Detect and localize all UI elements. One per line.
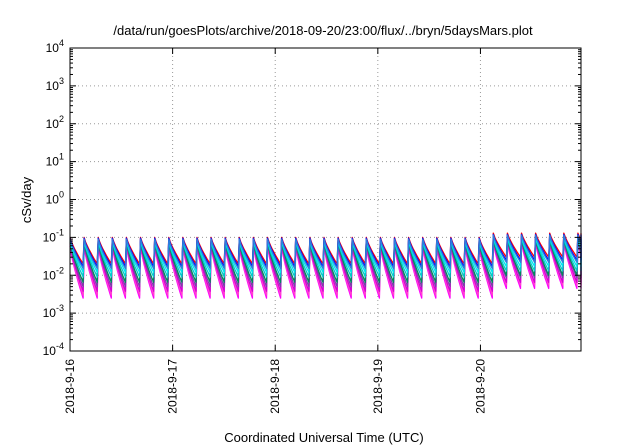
series-line-5	[69, 237, 582, 278]
y-tick-label: 104	[46, 38, 64, 55]
y-tick-label: 100	[46, 190, 64, 207]
series-group	[69, 232, 582, 299]
x-axis-label: Coordinated Universal Time (UTC)	[224, 430, 423, 445]
grid	[70, 48, 581, 351]
y-tick-label: 10-3	[43, 303, 64, 320]
y-tick-label: 10-4	[43, 341, 64, 358]
x-tick-label: 2018-9-18	[268, 359, 282, 414]
y-tick-label: 101	[46, 152, 64, 169]
y-tick-label: 103	[46, 76, 64, 93]
chart-title: /data/run/goesPlots/archive/2018-09-20/2…	[113, 23, 533, 38]
y-tick-label: 102	[46, 114, 64, 131]
x-tick-label: 2018-9-17	[166, 359, 180, 414]
y-tick-label: 10-2	[43, 265, 64, 282]
x-tick-label: 2018-9-20	[473, 359, 487, 414]
x-tick-label: 2018-9-16	[63, 359, 77, 414]
series-line-4	[69, 238, 582, 283]
y-tick-label: 10-1	[43, 227, 64, 244]
series-line-9	[69, 234, 582, 270]
plot-frame	[69, 47, 582, 352]
y-axis-label: cSv/day	[19, 176, 34, 223]
y-tick-labels: 10-4 10-3 10-2 10-1 100 101 102 103 104	[43, 38, 64, 358]
x-tick-label: 2018-9-19	[371, 359, 385, 414]
x-tick-labels: 2018-9-16 2018-9-17 2018-9-18 2018-9-19 2018…	[63, 359, 487, 414]
